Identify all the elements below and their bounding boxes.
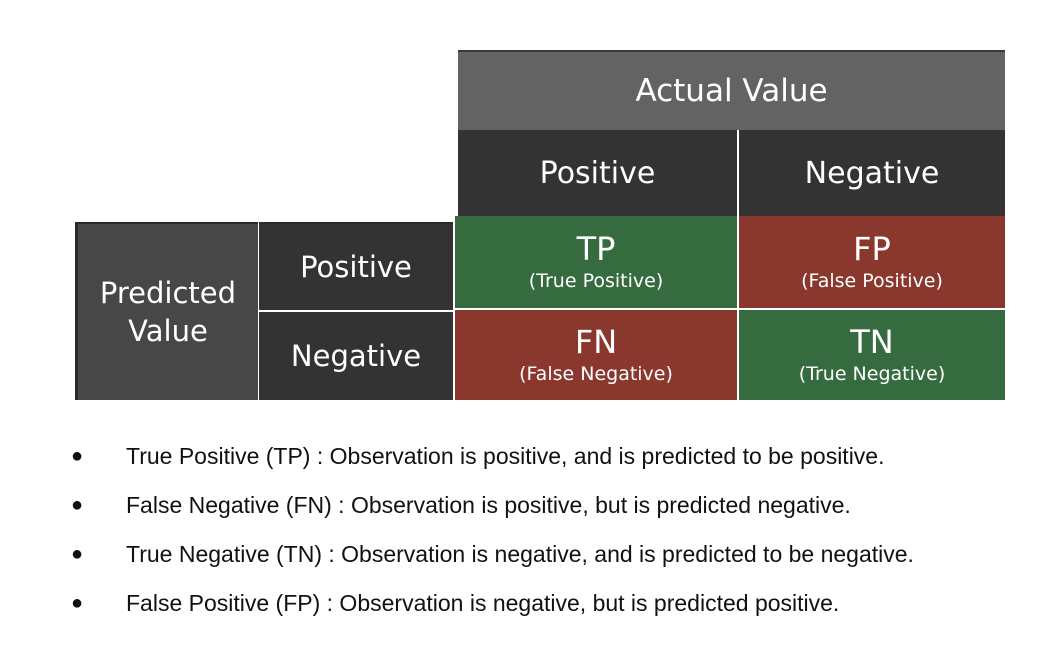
predicted-value-header: Predicted Value: [75, 222, 258, 400]
cell-true-positive: TP (True Positive): [455, 216, 737, 308]
list-item: ● True Positive (TP) : Observation is pos…: [0, 430, 1050, 479]
predicted-value-label: Predicted Value: [99, 276, 237, 348]
cell-full-name: (False Positive): [801, 270, 943, 292]
cell-false-positive: FP (False Positive): [739, 216, 1005, 308]
definitions-list: ● True Positive (TP) : Observation is pos…: [0, 430, 1050, 626]
cell-full-name: (True Positive): [528, 270, 664, 292]
definition-text: False Positive (FP) : Observation is neg…: [126, 590, 840, 616]
bullet-icon: ●: [71, 445, 84, 467]
bullet-icon: ●: [71, 592, 84, 614]
cell-full-name: (True Negative): [798, 363, 946, 385]
cell-true-negative: TN (True Negative): [739, 310, 1005, 400]
list-item: ● False Negative (FN) : Observation is po…: [0, 479, 1050, 528]
column-header-negative: Negative: [739, 130, 1005, 216]
cell-abbr: FN: [574, 323, 618, 361]
bullet-icon: ●: [71, 543, 84, 565]
cell-abbr: TN: [850, 323, 894, 361]
cell-false-negative: FN (False Negative): [455, 310, 737, 400]
definition-text: True Positive (TP) : Observation is posi…: [126, 443, 885, 469]
actual-value-header: Actual Value: [458, 50, 1005, 130]
definition-text: True Negative (TN) : Observation is nega…: [126, 541, 914, 567]
cell-abbr: FP: [853, 230, 891, 268]
cell-abbr: TP: [576, 230, 616, 268]
row-header-negative: Negative: [259, 312, 453, 400]
definition-text: False Negative (FN) : Observation is pos…: [126, 492, 851, 518]
cell-full-name: (False Negative): [519, 363, 673, 385]
list-item: ● True Negative (TN) : Observation is neg…: [0, 528, 1050, 577]
column-header-positive: Positive: [458, 130, 737, 216]
list-item: ● False Positive (FP) : Observation is ne…: [0, 577, 1050, 626]
row-header-positive: Positive: [259, 222, 453, 310]
bullet-icon: ●: [71, 494, 84, 516]
